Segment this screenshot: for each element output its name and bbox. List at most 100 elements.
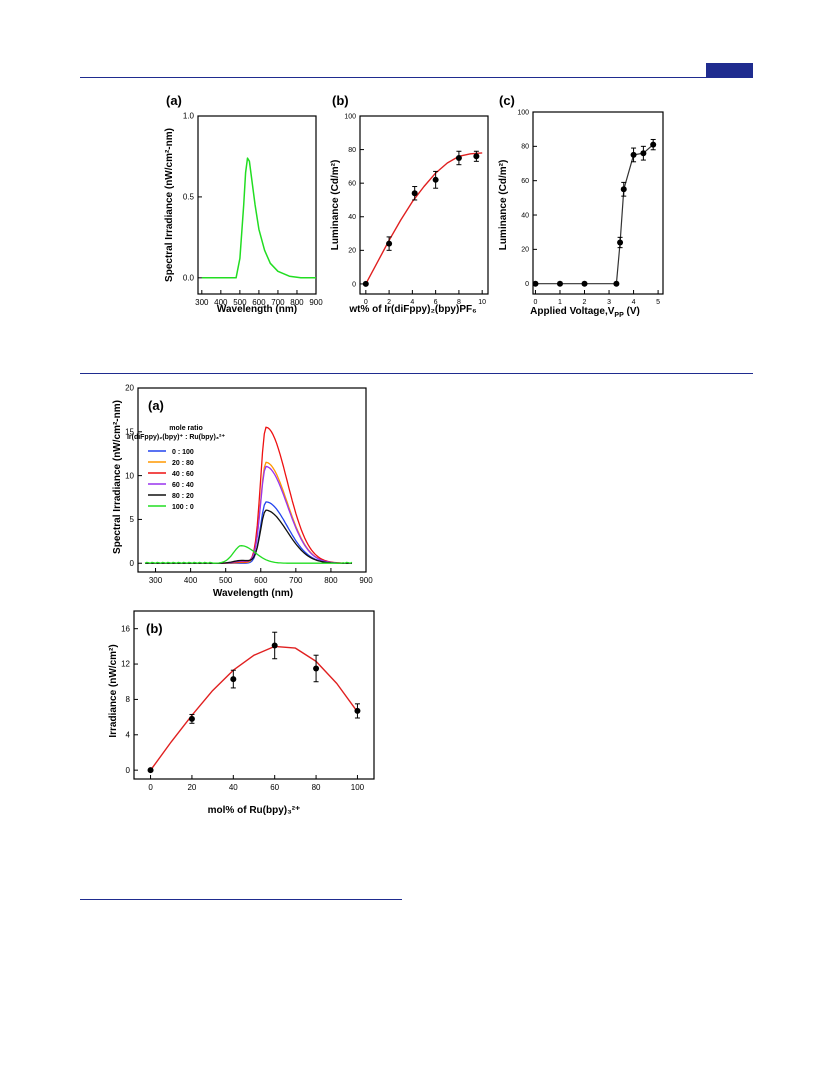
x-tick-label: 8 <box>457 299 461 306</box>
data-point <box>230 676 237 683</box>
y-tick-label: 0.0 <box>183 273 195 282</box>
data-point <box>455 154 462 161</box>
x-tick-label: 6 <box>434 299 438 306</box>
x-axis-label: Wavelength (nm) <box>213 588 293 599</box>
footnote-rule <box>80 899 402 900</box>
x-tick-label: 0 <box>148 783 153 792</box>
data-point <box>271 642 278 649</box>
x-tick-label: 4 <box>410 299 414 306</box>
data-point <box>313 665 320 672</box>
x-tick-label: 100 <box>351 783 365 792</box>
x-tick-label: 900 <box>309 298 323 307</box>
y-axis-label: Luminance (Cd/m²) <box>498 160 509 251</box>
legend-subtitle: Ir(diFppy)₂(bpy)⁺ : Ru(bpy)₃²⁺ <box>127 434 225 441</box>
y-tick-label: 60 <box>348 181 356 188</box>
y-tick-label: 5 <box>130 515 135 524</box>
x-tick-label: 4 <box>632 299 636 306</box>
y-tick-label: 0 <box>130 559 135 568</box>
y-tick-label: 15 <box>125 427 134 436</box>
y-tick-label: 1.0 <box>183 112 195 121</box>
x-tick-label: 10 <box>478 299 486 306</box>
header-page-tab <box>706 63 753 78</box>
x-tick-label: 0 <box>533 299 537 306</box>
y-tick-label: 10 <box>125 471 134 480</box>
section-rule <box>80 373 753 374</box>
plot-frame <box>532 111 664 295</box>
x-tick-label: 900 <box>359 576 373 585</box>
x-tick-label: 5 <box>656 299 660 306</box>
y-tick-label: 40 <box>521 212 529 219</box>
x-axis-label: Applied Voltage,VPP (V) <box>530 306 640 319</box>
x-tick-label: 80 <box>312 783 321 792</box>
voltage-line <box>535 144 654 285</box>
y-tick-label: 20 <box>521 247 529 254</box>
y-tick-label: 8 <box>126 695 131 704</box>
y-tick-label: 40 <box>348 214 356 221</box>
data-point <box>432 176 439 183</box>
x-tick-label: 2 <box>583 299 587 306</box>
plot-frame <box>137 387 367 573</box>
x-tick-label: 700 <box>289 576 303 585</box>
panel-label: (c) <box>499 93 515 108</box>
data-point <box>640 150 647 157</box>
legend-entry: 80 : 20 <box>172 493 194 500</box>
panel-label: (a) <box>166 93 182 108</box>
y-tick-label: 20 <box>125 384 134 393</box>
spectrum-series-line <box>145 509 352 564</box>
data-point <box>147 767 154 774</box>
legend-entry: 40 : 60 <box>172 471 194 478</box>
x-tick-label: 400 <box>184 576 198 585</box>
y-tick-label: 0 <box>126 766 131 775</box>
spectrum-series-line <box>145 465 352 564</box>
data-point <box>411 190 418 197</box>
y-tick-label: 100 <box>517 109 529 116</box>
data-point <box>386 240 393 247</box>
y-tick-label: 0.5 <box>183 193 195 202</box>
y-tick-label: 16 <box>121 624 130 633</box>
x-tick-label: 60 <box>270 783 279 792</box>
x-tick-label: 2 <box>387 299 391 306</box>
x-tick-label: 800 <box>290 298 304 307</box>
x-axis-label: wt% of Ir(diFppy)₂(bpy)PF₆ <box>348 304 476 315</box>
data-point <box>581 280 588 287</box>
y-axis-label: Irradiance (nW/cm²) <box>108 644 119 737</box>
x-tick-label: 700 <box>271 298 285 307</box>
figure-1c-luminance-vs-voltage-chart: 0 1 2 3 4 5 0 20 40 60 80 100(c) Applied Voltage,VPP… <box>498 93 664 319</box>
plot-frame <box>133 610 375 780</box>
plot-frame <box>197 115 317 295</box>
x-tick-label: 800 <box>324 576 338 585</box>
y-tick-label: 100 <box>344 113 356 120</box>
x-tick-label: 300 <box>149 576 163 585</box>
fit-curve <box>150 645 358 771</box>
panel-label: (b) <box>146 621 163 636</box>
data-point <box>630 151 637 158</box>
data-point <box>532 280 539 287</box>
data-point <box>620 186 627 193</box>
plot-frame <box>359 115 489 295</box>
fit-curve <box>365 152 483 285</box>
legend-title: mole ratio <box>169 425 202 432</box>
spectrum-line <box>201 157 316 279</box>
x-tick-label: 400 <box>214 298 228 307</box>
legend-entry: 100 : 0 <box>172 504 194 511</box>
data-point <box>362 280 369 287</box>
data-point <box>188 715 195 722</box>
y-axis-label: Spectral Irradiance (nW/cm²-nm) <box>164 128 175 282</box>
x-tick-label: 1 <box>558 299 562 306</box>
y-tick-label: 80 <box>348 147 356 154</box>
y-axis-label: Luminance (Cd/m²) <box>330 160 341 251</box>
panel-label: (b) <box>332 93 349 108</box>
figure-1a-spectrum-chart: 300 400 500 600 700 800 900 0.0 0.5 1.0(a) Wavelen… <box>164 93 323 315</box>
legend-entry: 0 : 100 <box>172 449 194 456</box>
y-axis-label: Spectral Irradiance (nW/cm²-nm) <box>112 400 123 554</box>
header-rule <box>80 77 753 78</box>
legend-entry: 20 : 80 <box>172 460 194 467</box>
panel-label: (a) <box>148 398 164 413</box>
x-tick-label: 40 <box>229 783 238 792</box>
x-tick-label: 300 <box>195 298 209 307</box>
y-tick-label: 20 <box>348 248 356 255</box>
y-tick-label: 4 <box>126 730 131 739</box>
x-tick-label: 600 <box>254 576 268 585</box>
data-point <box>613 280 620 287</box>
